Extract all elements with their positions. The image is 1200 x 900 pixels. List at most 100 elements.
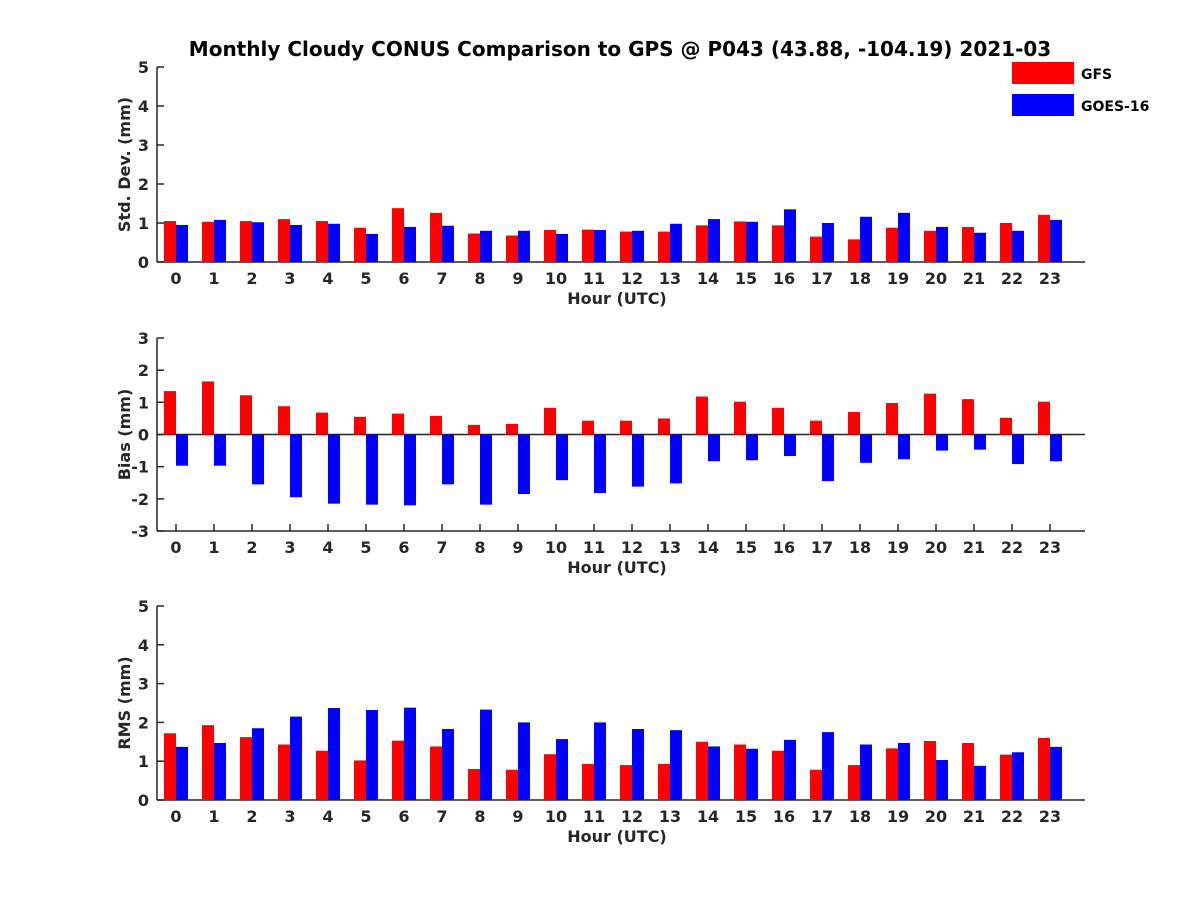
bias-bar-goes16 <box>442 434 454 485</box>
rms-bar-gfs <box>620 765 632 800</box>
bias-bar-goes16 <box>1050 434 1062 462</box>
bias-x-tick-label: 18 <box>849 538 871 557</box>
std-dev-y-tick-label: 3 <box>138 136 149 155</box>
bias-x-tick-label: 12 <box>621 538 643 557</box>
bias-bar-goes16 <box>784 434 796 457</box>
std-dev-bar-gfs <box>772 225 784 262</box>
std-dev-x-tick-label: 8 <box>474 269 485 288</box>
bias-bar-goes16 <box>404 434 416 506</box>
bias-bar-goes16 <box>556 434 568 481</box>
std-dev-x-tick-label: 19 <box>887 269 909 288</box>
bias-bar-gfs <box>316 412 328 435</box>
std-dev-bar-goes16 <box>366 233 378 262</box>
std-dev-x-tick-label: 3 <box>284 269 295 288</box>
bias-bar-gfs <box>658 418 670 435</box>
rms-x-tick-label: 4 <box>322 807 333 826</box>
std-dev-y-tick-label: 0 <box>138 253 149 272</box>
std-dev-x-tick-label: 12 <box>621 269 643 288</box>
rms-bar-gfs <box>164 733 176 800</box>
bias-bar-goes16 <box>670 434 682 484</box>
bias-x-tick-label: 23 <box>1039 538 1061 557</box>
rms-y-tick-label: 5 <box>138 597 149 616</box>
rms-bar-gfs <box>810 769 822 800</box>
std-dev-bar-goes16 <box>252 222 264 262</box>
std-dev-x-tick-label: 9 <box>512 269 523 288</box>
std-dev-bar-goes16 <box>670 223 682 262</box>
rms-x-label: Hour (UTC) <box>567 827 667 846</box>
std-dev-bar-goes16 <box>328 223 340 262</box>
bias-bar-goes16 <box>974 434 986 450</box>
std-dev-bar-gfs <box>164 221 176 262</box>
std-dev-x-tick-label: 2 <box>246 269 257 288</box>
rms-bar-goes16 <box>974 765 986 800</box>
bias-x-tick-label: 10 <box>545 538 567 557</box>
std-dev-bar-goes16 <box>214 219 226 262</box>
std-dev-bar-gfs <box>620 231 632 262</box>
bias-x-tick-label: 19 <box>887 538 909 557</box>
std-dev-x-tick-label: 17 <box>811 269 833 288</box>
bias-bar-gfs <box>582 420 594 435</box>
bias-bar-gfs <box>164 391 176 435</box>
std-dev-bar-gfs <box>278 219 290 262</box>
bias-bar-gfs <box>1038 401 1050 435</box>
std-dev-x-tick-label: 13 <box>659 269 681 288</box>
rms-bar-goes16 <box>556 739 568 800</box>
rms-x-tick-label: 20 <box>925 807 947 826</box>
bias-bar-goes16 <box>746 434 758 461</box>
bias-bar-goes16 <box>480 434 492 505</box>
std-dev-x-tick-label: 16 <box>773 269 795 288</box>
bias-x-tick-label: 8 <box>474 538 485 557</box>
rms-x-tick-label: 1 <box>208 807 219 826</box>
std-dev-bar-gfs <box>392 208 404 262</box>
std-dev-bar-gfs <box>658 231 670 262</box>
rms-x-tick-label: 23 <box>1039 807 1061 826</box>
rms-bar-goes16 <box>594 722 606 800</box>
rms-x-tick-label: 19 <box>887 807 909 826</box>
bias-bar-goes16 <box>860 434 872 463</box>
std-dev-bar-gfs <box>468 233 480 262</box>
rms-x-tick-label: 22 <box>1001 807 1023 826</box>
bias-x-tick-label: 14 <box>697 538 719 557</box>
rms-bar-gfs <box>316 750 328 800</box>
std-dev-bar-goes16 <box>784 209 796 262</box>
rms-x-tick-label: 9 <box>512 807 523 826</box>
bias-y-tick-label: -3 <box>131 522 149 541</box>
std-dev-x-tick-label: 23 <box>1039 269 1061 288</box>
bias-x-tick-label: 2 <box>246 538 257 557</box>
std-dev-x-tick-label: 6 <box>398 269 409 288</box>
bias-x-label: Hour (UTC) <box>567 558 667 577</box>
bias-bar-gfs <box>468 424 480 435</box>
bias-bar-goes16 <box>176 434 188 466</box>
rms-x-tick-label: 14 <box>697 807 719 826</box>
std-dev-bar-gfs <box>430 212 442 262</box>
rms-bar-goes16 <box>176 746 188 800</box>
bias-bar-goes16 <box>594 434 606 494</box>
std-dev-x-tick-label: 22 <box>1001 269 1023 288</box>
std-dev-x-tick-label: 21 <box>963 269 985 288</box>
rms-x-tick-label: 10 <box>545 807 567 826</box>
rms-bar-gfs <box>240 737 252 800</box>
rms-bar-goes16 <box>328 708 340 800</box>
std-dev-bar-goes16 <box>176 224 188 262</box>
rms-x-tick-label: 2 <box>246 807 257 826</box>
bias-bar-gfs <box>240 395 252 435</box>
bias-bar-gfs <box>544 407 556 435</box>
bias-x-tick-label: 11 <box>583 538 605 557</box>
rms-bar-goes16 <box>708 746 720 800</box>
bias-y-tick-label: 3 <box>138 329 149 348</box>
bias-bar-gfs <box>354 416 366 435</box>
std-dev-x-tick-label: 10 <box>545 269 567 288</box>
bias-bar-goes16 <box>632 434 644 487</box>
std-dev-bar-goes16 <box>480 230 492 262</box>
std-dev-bar-goes16 <box>1050 219 1062 262</box>
std-dev-x-tick-label: 18 <box>849 269 871 288</box>
rms-bar-gfs <box>582 763 594 800</box>
rms-bar-goes16 <box>898 742 910 800</box>
chart-title: Monthly Cloudy CONUS Comparison to GPS @… <box>189 37 1051 61</box>
std-dev-bar-goes16 <box>746 221 758 262</box>
rms-bar-gfs <box>962 742 974 800</box>
bias-bar-goes16 <box>822 434 834 482</box>
